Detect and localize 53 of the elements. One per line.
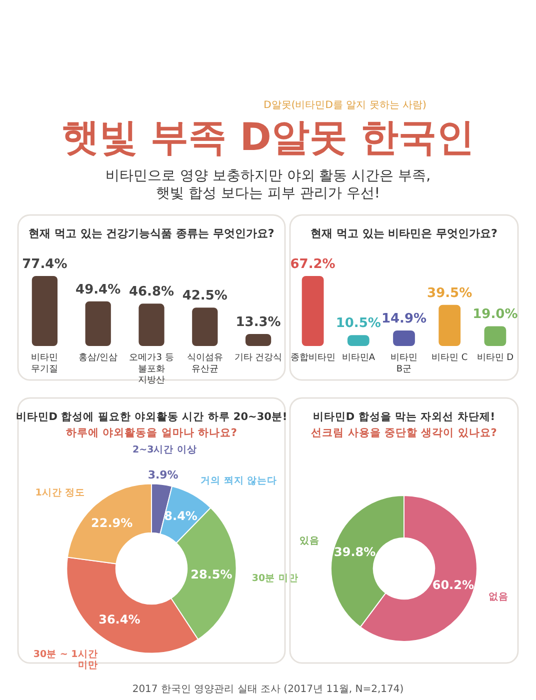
bar: [245, 334, 272, 346]
data-label: 19.0%: [472, 307, 518, 322]
bar: [85, 301, 111, 346]
data-label: 60.2%: [432, 578, 474, 592]
data-label: 46.8%: [128, 284, 174, 300]
x-tick-label: 종합비타민: [290, 353, 336, 363]
chart-title: 현재 먹고 있는 비타민은 무엇인가요?: [310, 227, 498, 240]
x-tick-label: 비타민 C: [432, 353, 468, 363]
data-label: 22.9%: [91, 516, 133, 530]
text: 햇빛 부족 D알못 한국인: [61, 115, 475, 159]
data-label: 39.5%: [427, 286, 472, 301]
bar: [192, 308, 218, 346]
slice-label: 없음: [488, 592, 508, 603]
bar: [438, 304, 461, 346]
x-tick-label: 비타민 D: [476, 353, 514, 363]
x-tick-label: 비타민 무기질: [31, 353, 58, 374]
bar: [484, 326, 506, 346]
x-tick-label: 비타민A: [342, 353, 376, 363]
data-label: 42.5%: [182, 288, 228, 304]
bar: [347, 335, 370, 346]
x-tick-label: 홍삼/인삼: [78, 353, 118, 363]
data-label: 39.8%: [334, 545, 376, 560]
data-label: 77.4%: [22, 257, 68, 272]
data-label: 8.4%: [164, 508, 198, 523]
chart-title: 비타민D 합성에 필요한 야외활동 시간 하루 20~30분!: [16, 411, 288, 423]
chart-title: 현재 먹고 있는 건강기능식품 종류는 무엇인가요?: [28, 227, 274, 240]
x-tick-label: 식이섬유 유산균: [186, 353, 223, 374]
x-tick-label: 기타 건강식: [234, 353, 282, 363]
slice-label: 1시간 정도: [35, 488, 86, 499]
chart-title: 비타민D 합성을 막는 자외선 차단제!: [312, 411, 496, 423]
x-tick-label: 오메가3 등 불포화 지방산: [129, 353, 174, 386]
slice-label: 2~3시간 이상: [132, 444, 198, 456]
data-label: 36.4%: [98, 612, 140, 626]
slice-label: 30분 ~ 1시간 미만: [33, 648, 98, 671]
bar: [32, 276, 58, 346]
data-label: 28.5%: [190, 567, 232, 582]
text: D알못(비타민D를 알지 못하는 사람): [264, 100, 426, 111]
text: 2017 한국인 영양관리 실태 조사 (2017년 11월, N=2,174): [132, 684, 404, 695]
data-label: 67.2%: [290, 257, 336, 272]
data-label: 14.9%: [381, 311, 427, 326]
data-label: 49.4%: [76, 282, 121, 298]
bar: [302, 276, 324, 346]
slice-label: 있음: [300, 535, 320, 546]
text: 비타민으로 영양 보충하지만 야외 활동 시간은 부족, 햇빛 합성 보다는 피부 관리가 우선!: [105, 168, 431, 202]
bar: [393, 330, 415, 346]
data-label: 3.9%: [148, 468, 178, 482]
x-tick-label: 비타민 B군: [390, 353, 418, 374]
bar: [138, 304, 164, 346]
chart-subtitle: 하루에 야외활동을 얼마나 하나요?: [66, 427, 238, 439]
data-label: 10.5%: [336, 316, 381, 332]
data-label: 13.3%: [236, 314, 281, 330]
chart-subtitle: 선크림 사용을 중단할 생각이 있나요?: [311, 427, 497, 439]
slice-label: 거의 쬐지 않는다: [200, 475, 278, 486]
